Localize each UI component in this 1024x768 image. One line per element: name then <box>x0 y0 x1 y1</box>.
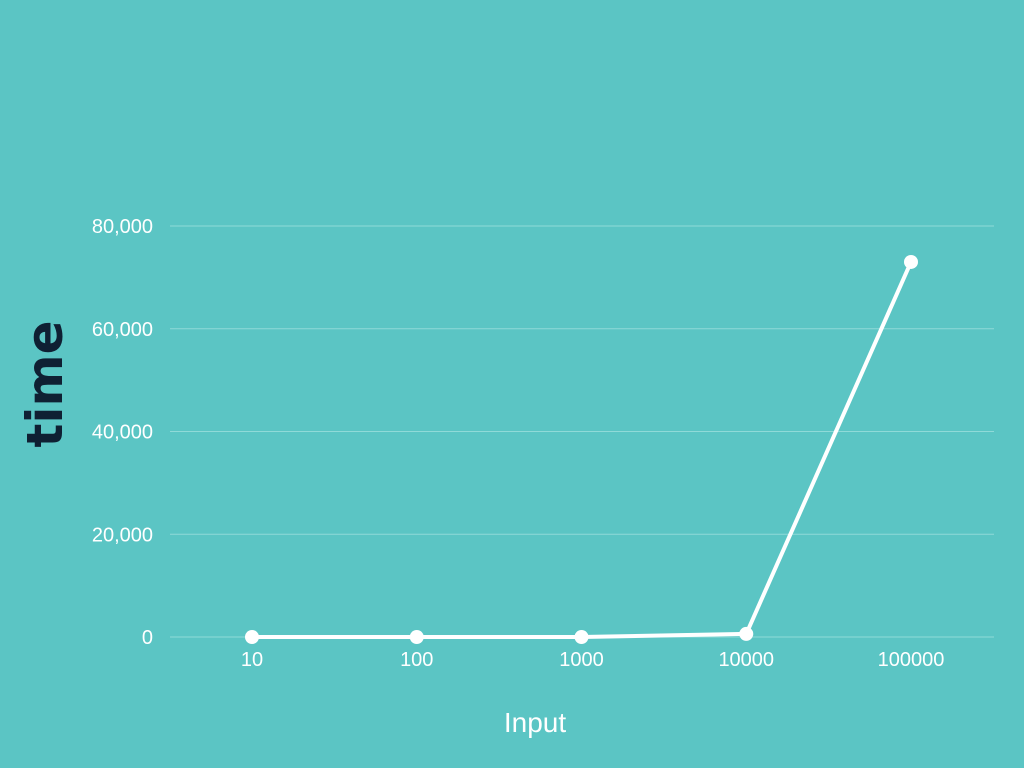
y-tick-label: 20,000 <box>92 524 153 546</box>
data-point <box>409 630 424 644</box>
data-point <box>245 630 259 644</box>
gridlines <box>170 225 994 638</box>
y-tick-label: 60,000 <box>92 319 153 341</box>
x-tick-label: 10 <box>241 649 263 671</box>
x-tick-label: 100000 <box>878 649 945 671</box>
data-points <box>245 254 918 644</box>
data-point <box>904 254 918 269</box>
y-tick-labels: 0 20,000 40,000 60,000 80,000 <box>92 216 153 649</box>
data-point <box>739 626 754 641</box>
y-axis-title: time <box>16 320 74 447</box>
x-axis-title: Input <box>504 707 566 738</box>
y-tick-label: 80,000 <box>92 216 153 238</box>
x-tick-label: 1000 <box>559 649 604 671</box>
y-tick-label: 40,000 <box>92 422 153 444</box>
x-tick-label: 10000 <box>718 649 774 671</box>
x-tick-labels: 10 100 1000 10000 100000 <box>241 649 945 671</box>
data-point <box>574 630 589 644</box>
y-tick-label: 0 <box>142 627 153 649</box>
x-tick-label: 100 <box>400 649 433 671</box>
